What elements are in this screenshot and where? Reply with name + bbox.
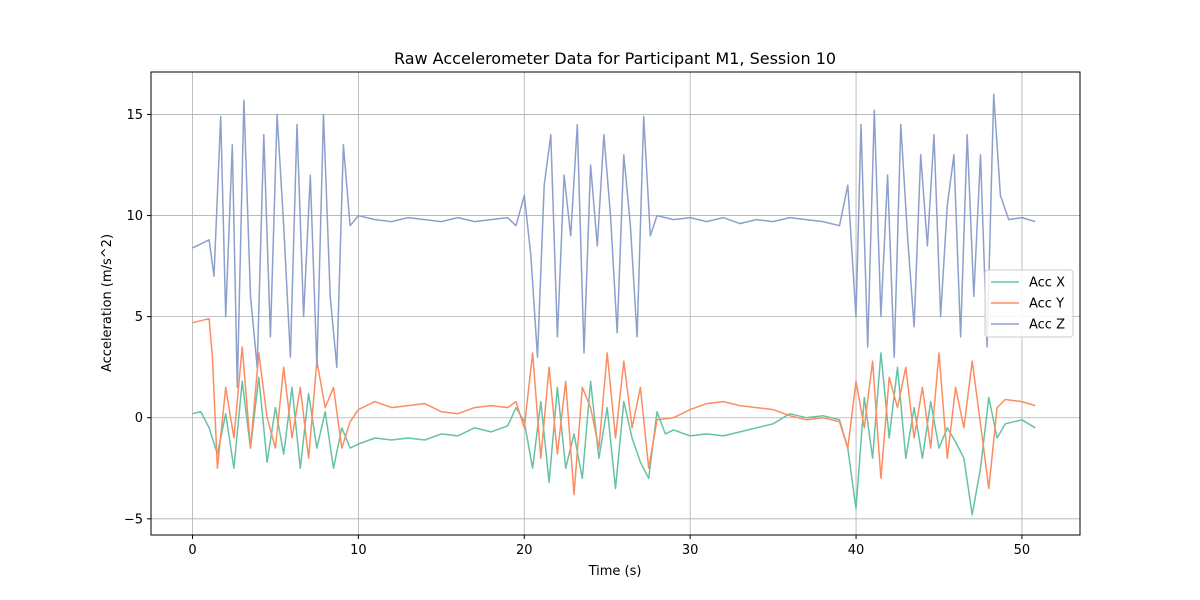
x-axis: 0 10 20 30 40 50 — [188, 535, 1030, 558]
legend-box — [984, 269, 1074, 338]
x-tick-label: 20 — [516, 543, 533, 558]
y-tick-label: 15 — [126, 108, 143, 123]
x-tick-label: 30 — [682, 543, 699, 558]
legend-label: Acc X — [1029, 276, 1065, 291]
chart-title: Raw Accelerometer Data for Participant M… — [394, 49, 836, 68]
y-axis: −5 0 5 10 15 — [124, 108, 151, 527]
series-line-acc-z — [192, 93, 1036, 389]
x-tick-label: 10 — [350, 543, 367, 558]
plot-frame — [150, 71, 1081, 536]
x-axis-label: Time (s) — [588, 564, 642, 579]
y-tick-label: 0 — [135, 411, 143, 426]
legend-label: Acc Z — [1029, 318, 1065, 333]
legend: Acc X Acc Y Acc Z — [984, 269, 1074, 338]
x-tick-label: 0 — [188, 543, 196, 558]
y-tick-label: 5 — [135, 310, 143, 325]
legend-label: Acc Y — [1029, 297, 1064, 312]
x-tick-label: 40 — [848, 543, 865, 558]
y-tick-label: −5 — [124, 512, 143, 527]
y-tick-label: 10 — [126, 209, 143, 224]
y-axis-label: Acceleration (m/s^2) — [100, 234, 115, 372]
series-line-acc-y — [192, 317, 1036, 496]
series-line-acc-x — [192, 352, 1036, 516]
plot-area — [150, 71, 1081, 536]
x-tick-label: 50 — [1014, 543, 1031, 558]
